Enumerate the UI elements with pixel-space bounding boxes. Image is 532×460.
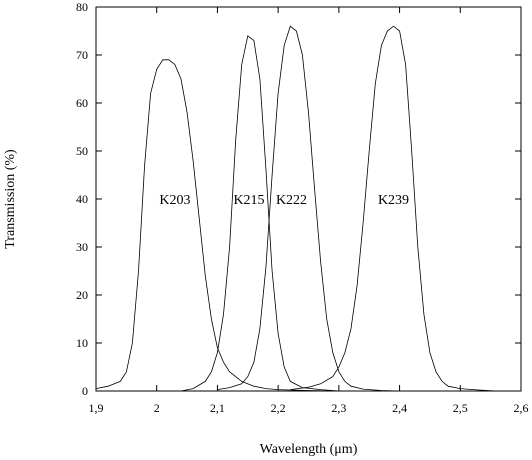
series-line-k203 — [95, 59, 339, 392]
x-tick-label: 2,6 — [514, 401, 529, 415]
x-tick-label: 2,4 — [392, 401, 407, 415]
series-label-k222: K222 — [276, 193, 307, 208]
series-label-k239: K239 — [378, 193, 409, 208]
y-axis: 0 10 20 30 40 50 60 70 80 — [76, 0, 521, 398]
y-tick-label: 20 — [76, 288, 88, 302]
x-tick-label: 2,1 — [210, 401, 225, 415]
y-tick-label: 50 — [76, 144, 88, 158]
series-line-k222 — [217, 25, 400, 392]
x-tick-label: 1,9 — [89, 401, 104, 415]
series-line-k215 — [180, 35, 339, 392]
y-tick-label: 30 — [76, 240, 88, 254]
y-tick-label: 60 — [76, 96, 88, 110]
y-tick-label: 70 — [76, 48, 88, 62]
x-tick-label: 2 — [154, 401, 160, 415]
x-axis: 1,9 2 2,1 2,2 2,3 2,4 2,5 2,6 — [89, 7, 529, 415]
series-labels: K203 K215 K222 K239 — [159, 193, 409, 208]
y-axis-title: Transmission (%) — [3, 149, 18, 249]
series-line-k239 — [290, 25, 497, 392]
series-curves — [95, 25, 497, 392]
x-tick-label: 2,3 — [331, 401, 346, 415]
series-label-k215: K215 — [233, 193, 264, 208]
y-tick-label: 80 — [76, 0, 88, 14]
x-tick-label: 2,5 — [453, 401, 468, 415]
y-tick-label: 10 — [76, 336, 88, 350]
x-axis-title: Wavelength (μm) — [260, 442, 358, 457]
y-tick-label: 40 — [76, 192, 88, 206]
series-label-k203: K203 — [159, 193, 190, 208]
y-tick-label: 0 — [82, 384, 88, 398]
x-tick-label: 2,2 — [271, 401, 286, 415]
